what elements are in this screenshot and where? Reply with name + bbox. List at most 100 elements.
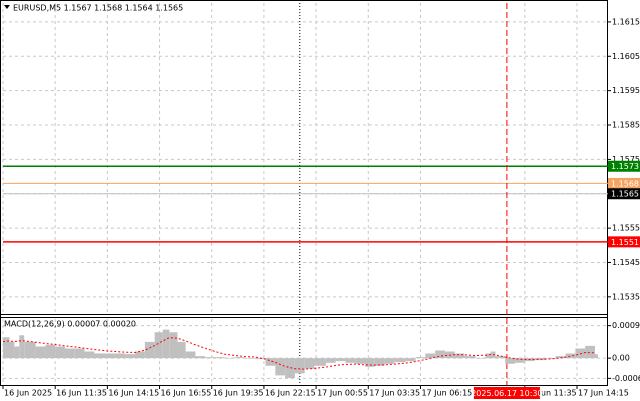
x-tick-label: 16 Jun 14:15 <box>108 389 159 398</box>
histogram-bar <box>285 358 295 379</box>
y-tick-label: 0.00 <box>612 354 630 363</box>
histogram-bar <box>374 358 385 366</box>
histogram-bar <box>115 353 126 359</box>
histogram-bar <box>425 353 436 359</box>
macd-title: MACD(12,26,9) 0.00007 0.00020 <box>4 320 136 329</box>
level-label-box <box>608 236 640 248</box>
histogram-bar <box>515 358 525 363</box>
histogram-bar <box>185 351 196 359</box>
histogram-bar <box>594 354 598 359</box>
histogram-bar <box>335 358 346 362</box>
histogram-bar <box>55 346 65 359</box>
level-label-box <box>608 160 640 172</box>
histogram-bar <box>435 350 445 359</box>
histogram-bar <box>485 353 491 359</box>
histogram-bar <box>394 358 406 363</box>
signal-line <box>2 337 596 370</box>
x-tick-label: 17 Jun 03:35 <box>369 389 420 398</box>
histogram-bar <box>45 344 56 359</box>
histogram-bar <box>495 356 506 359</box>
histogram-bar <box>205 357 215 359</box>
histogram-bar <box>454 353 465 359</box>
y-tick-label: 1.1535 <box>612 292 640 301</box>
frame <box>0 0 608 386</box>
level-label-box <box>608 188 640 200</box>
level-label: 1.1565 <box>611 190 639 199</box>
x-tick-label: 16 Jun 11:35 <box>56 389 107 398</box>
y-tick-label: 0.00098 <box>612 321 640 330</box>
histogram-bar <box>14 346 20 359</box>
histogram-bar <box>555 356 566 359</box>
x-tick-label: 17 Jun 11:35 <box>526 389 577 398</box>
chart-title: EURUSD,M5 1.1567 1.1568 1.1564 1.1565 <box>13 4 183 13</box>
x-tick-label: 16 Jun 19:35 <box>213 389 264 398</box>
x-tick-label: 17 Jun 14:15 <box>578 389 629 398</box>
y-tick-label: 1.1585 <box>612 121 640 130</box>
histogram-bar <box>405 358 416 362</box>
histogram-bar <box>125 354 136 359</box>
histogram-bar <box>64 348 75 359</box>
histogram-bar <box>546 358 556 359</box>
level-label: 1.1573 <box>611 162 639 171</box>
x-tick-label: 17 Jun 00:55 <box>317 389 368 398</box>
histogram-bar <box>94 353 106 359</box>
histogram-bar <box>24 341 36 359</box>
histogram-bar <box>224 358 235 359</box>
histogram-bar <box>275 358 286 376</box>
histogram-bar <box>534 358 547 361</box>
histogram-bar <box>304 358 315 369</box>
histogram-bar <box>195 356 206 359</box>
histogram-bar <box>234 357 245 359</box>
y-tick-label: 1.1555 <box>612 224 640 233</box>
histogram-bar <box>325 358 336 363</box>
histogram-bar <box>505 358 516 364</box>
grid <box>2 3 611 389</box>
histogram-bar <box>365 358 375 367</box>
histogram-bar <box>575 348 586 359</box>
histogram-bar <box>355 358 366 364</box>
histogram-bar <box>585 345 595 359</box>
histogram-bar <box>464 356 476 359</box>
y-tick-label: 1.1575 <box>612 155 640 164</box>
histogram-bar <box>35 346 46 359</box>
y-tick-label: 1.1595 <box>612 86 640 95</box>
histogram-bar <box>74 348 85 359</box>
x-tick-label: 16 Jun 2025 <box>4 389 52 398</box>
histogram-bar <box>294 358 305 374</box>
y-tick-label: 1.1615 <box>612 17 640 26</box>
histogram-bar <box>244 358 256 359</box>
y-tick-label: 1.1605 <box>612 52 640 61</box>
x-tick-label: 17 Jun 06:15 <box>421 389 472 398</box>
cursor-label-box <box>473 387 540 399</box>
histogram-bar <box>265 358 276 366</box>
x-tick-label: 16 Jun 22:15 <box>265 389 316 398</box>
marks <box>2 3 608 385</box>
histogram-bar <box>255 358 266 360</box>
histogram-bar <box>9 341 15 359</box>
y-tick-label: 1.1545 <box>612 258 640 267</box>
labels: 1.1535 1.1545 1.1555 1.1565 1.1575 1.1585 1.15… <box>4 17 640 399</box>
cursor-label: 2025.06.17 10:30 <box>471 389 542 398</box>
histogram-bar <box>177 341 186 359</box>
level-label: 1.1551 <box>611 238 639 247</box>
level-label: 1.1568 <box>611 179 639 188</box>
histogram-bar <box>84 351 95 359</box>
histogram-bar <box>19 335 25 359</box>
level-label-box <box>608 177 640 189</box>
x-tick-label: 16 Jun 16:55 <box>161 389 212 398</box>
histogram-bar <box>415 357 426 359</box>
histogram-bar <box>384 358 395 364</box>
histogram-bar <box>154 332 163 359</box>
histogram-bar <box>105 353 116 359</box>
symbol-icon <box>4 5 10 9</box>
histogram-bar <box>214 357 225 359</box>
y-tick-label: -0.00061 <box>612 374 640 383</box>
histogram-bar <box>162 329 170 359</box>
histogram-bar <box>169 332 178 359</box>
histogram-bar <box>314 358 326 366</box>
histogram-bar <box>3 337 10 359</box>
histogram-bar <box>565 353 576 359</box>
histogram-bar <box>345 358 356 363</box>
histogram-bar <box>144 341 155 359</box>
